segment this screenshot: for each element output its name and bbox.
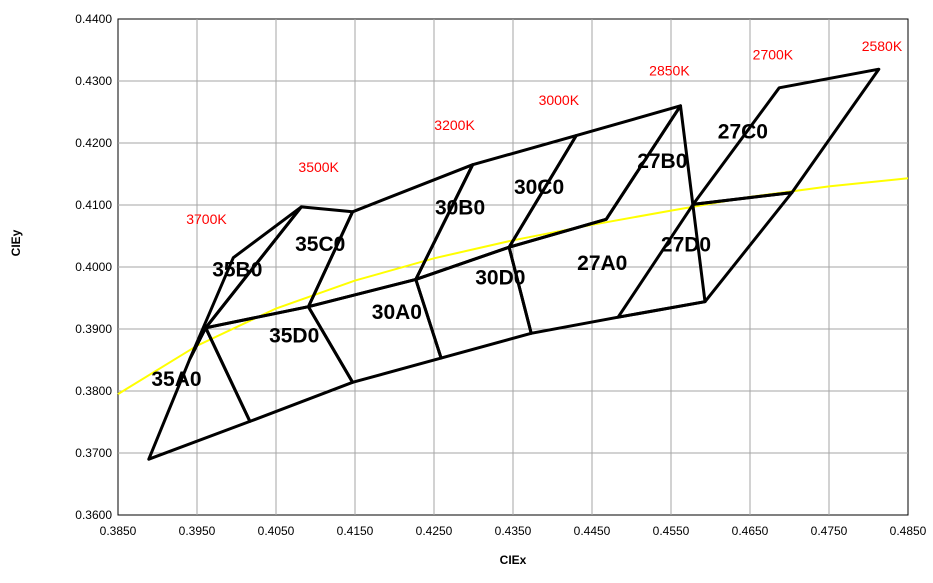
cct-label-3000k: 3000K: [539, 92, 580, 108]
y-axis-ticks: 0.3600 0.3700 0.3800 0.3900 0.4000 0.4100 0.42…: [75, 12, 112, 522]
bin-label-35d0: 35D0: [269, 325, 319, 348]
bin-label-27b0: 27B0: [637, 150, 687, 173]
y-tick-label: 0.4300: [75, 74, 112, 88]
y-tick-label: 0.4000: [75, 260, 112, 274]
bin-label-30a0: 30A0: [372, 301, 422, 324]
bin-label-27d0: 27D0: [661, 234, 711, 257]
bin-label-27c0: 27C0: [718, 121, 768, 144]
bin-label-30d0: 30D0: [475, 266, 525, 289]
bin-label-30b0: 30B0: [435, 196, 485, 219]
bin-label-27a0: 27A0: [577, 252, 627, 275]
x-tick-label: 0.3850: [100, 524, 137, 538]
y-tick-label: 0.3700: [75, 446, 112, 460]
y-tick-label: 0.4400: [75, 12, 112, 26]
bin-label-35c0: 35C0: [295, 233, 345, 256]
bin-label-35a0: 35A0: [151, 368, 201, 391]
y-tick-label: 0.3800: [75, 384, 112, 398]
y-axis-label: CIEy: [9, 229, 23, 256]
x-tick-label: 0.4050: [258, 524, 295, 538]
x-tick-label: 0.4750: [811, 524, 848, 538]
x-tick-label: 0.4250: [416, 524, 453, 538]
x-axis-ticks: 0.3850 0.3950 0.4050 0.4150 0.4250 0.4350 0.44…: [100, 524, 927, 538]
x-tick-label: 0.4450: [574, 524, 611, 538]
cct-label-3700k: 3700K: [186, 211, 227, 227]
cct-label-3200k: 3200K: [434, 117, 475, 133]
x-tick-label: 0.4650: [732, 524, 769, 538]
y-tick-label: 0.4100: [75, 198, 112, 212]
y-tick-label: 0.4200: [75, 136, 112, 150]
cct-label-2700k: 2700K: [753, 46, 794, 62]
x-tick-label: 0.4850: [890, 524, 927, 538]
x-tick-label: 0.3950: [179, 524, 216, 538]
cct-label-2580k: 2580K: [862, 38, 903, 54]
x-axis-label: CIEx: [500, 553, 527, 567]
x-tick-label: 0.4150: [337, 524, 374, 538]
x-tick-label: 0.4550: [653, 524, 690, 538]
bin-label-30c0: 30C0: [514, 176, 564, 199]
cct-label-3500k: 3500K: [298, 159, 339, 175]
bin-label-35b0: 35B0: [212, 258, 262, 281]
cct-label-2850k: 2850K: [649, 62, 690, 78]
x-tick-label: 0.4350: [495, 524, 532, 538]
y-tick-label: 0.3900: [75, 322, 112, 336]
y-tick-label: 0.3600: [75, 508, 112, 522]
